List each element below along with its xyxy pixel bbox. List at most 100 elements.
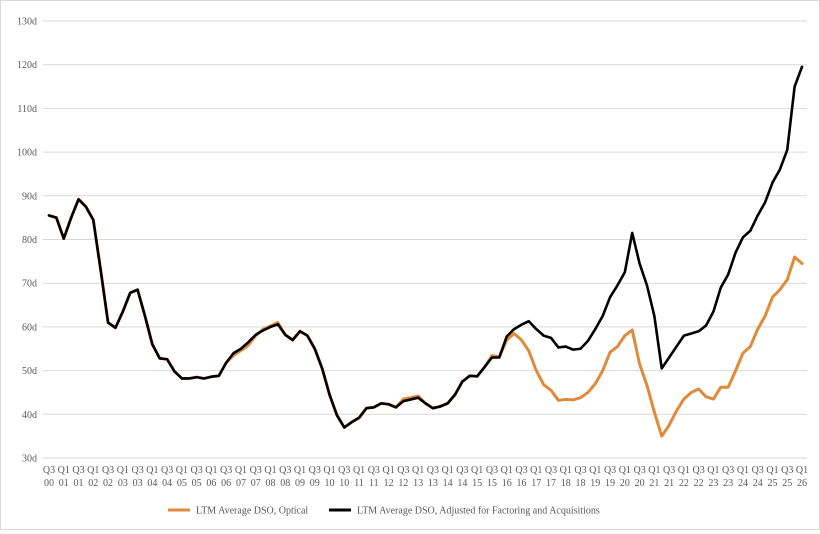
x-tick-label-year: 14 xyxy=(443,478,453,489)
x-tick-label-quarter: Q1 xyxy=(87,465,99,476)
x-tick-label-quarter: Q1 xyxy=(707,465,719,476)
x-tick-label-quarter: Q1 xyxy=(589,465,601,476)
x-tick-label-year: 20 xyxy=(635,478,645,489)
x-tick-label-quarter: Q1 xyxy=(648,465,660,476)
x-tick-label-year: 10 xyxy=(325,478,335,489)
x-tick-label-year: 10 xyxy=(339,478,349,489)
x-tick-label-year: 02 xyxy=(88,478,98,489)
x-tick-label-year: 11 xyxy=(369,478,379,489)
x-tick-label-quarter: Q1 xyxy=(58,465,70,476)
x-tick-label-year: 06 xyxy=(206,478,216,489)
x-tick-label-quarter: Q3 xyxy=(309,465,321,476)
x-tick-label-quarter: Q1 xyxy=(323,465,335,476)
x-tick-label-year: 25 xyxy=(767,478,777,489)
y-tick-label: 40d xyxy=(22,410,37,421)
x-tick-label-year: 19 xyxy=(605,478,615,489)
gridlines xyxy=(43,20,807,459)
x-tick-label-year: 22 xyxy=(694,478,704,489)
x-tick-label-year: 06 xyxy=(221,478,231,489)
x-tick-label-quarter: Q1 xyxy=(796,465,808,476)
x-tick-label-quarter: Q1 xyxy=(146,465,158,476)
x-tick-label-year: 18 xyxy=(576,478,586,489)
x-tick-label-quarter: Q3 xyxy=(191,465,203,476)
series-line-1 xyxy=(47,197,804,438)
y-tick-label: 110d xyxy=(17,104,37,115)
x-tick-label-year: 08 xyxy=(280,478,290,489)
x-tick-label-year: 05 xyxy=(192,478,202,489)
x-tick-label-year: 17 xyxy=(546,478,556,489)
x-axis-labels: Q300Q101Q301Q102Q302Q103Q303Q104Q304Q105… xyxy=(43,465,808,489)
x-tick-label-quarter: Q1 xyxy=(205,465,217,476)
x-tick-label-year: 23 xyxy=(708,478,718,489)
x-tick-label-year: 20 xyxy=(620,478,630,489)
y-tick-label: 80d xyxy=(22,235,37,246)
x-tick-label-quarter: Q3 xyxy=(102,465,114,476)
y-tick-label: 90d xyxy=(22,191,37,202)
x-tick-label-year: 11 xyxy=(354,478,364,489)
x-tick-label-quarter: Q1 xyxy=(294,465,306,476)
x-tick-label-quarter: Q3 xyxy=(633,465,645,476)
x-tick-label-quarter: Q1 xyxy=(382,465,394,476)
x-tick-label-year: 07 xyxy=(236,478,246,489)
x-tick-label-year: 21 xyxy=(664,478,674,489)
x-tick-label-quarter: Q3 xyxy=(781,465,793,476)
legend: LTM Average DSO, Optical LTM Average DSO,… xyxy=(168,506,600,517)
x-tick-label-quarter: Q1 xyxy=(117,465,129,476)
y-tick-label: 130d xyxy=(17,17,37,28)
x-tick-label-quarter: Q3 xyxy=(220,465,232,476)
legend-label: LTM Average DSO, Optical xyxy=(196,506,308,517)
x-tick-label-year: 15 xyxy=(487,478,497,489)
x-tick-label-quarter: Q3 xyxy=(43,465,55,476)
x-tick-label-quarter: Q3 xyxy=(604,465,616,476)
y-tick-label: 70d xyxy=(22,279,37,290)
y-axis-labels: 30d 40d 50d 60d 70d 80d 90d 100d 110d 120d 130d xyxy=(17,17,37,465)
y-tick-label: 30d xyxy=(22,454,37,465)
x-tick-label-quarter: Q3 xyxy=(663,465,675,476)
x-tick-label-quarter: Q3 xyxy=(131,465,143,476)
x-tick-label-year: 23 xyxy=(723,478,733,489)
x-tick-label-quarter: Q1 xyxy=(678,465,690,476)
x-tick-label-year: 24 xyxy=(753,478,763,489)
x-tick-label-year: 19 xyxy=(590,478,600,489)
x-tick-label-quarter: Q1 xyxy=(737,465,749,476)
x-tick-label-quarter: Q3 xyxy=(338,465,350,476)
x-tick-label-quarter: Q3 xyxy=(250,465,262,476)
x-tick-label-quarter: Q1 xyxy=(501,465,513,476)
y-tick-label: 120d xyxy=(17,60,37,71)
series-lines xyxy=(47,65,804,438)
y-tick-label: 60d xyxy=(22,322,37,333)
x-tick-label-year: 22 xyxy=(679,478,689,489)
x-tick-label-year: 03 xyxy=(118,478,128,489)
x-tick-label-year: 13 xyxy=(428,478,438,489)
x-tick-label-year: 16 xyxy=(502,478,512,489)
x-tick-label-year: 07 xyxy=(251,478,261,489)
x-tick-label-quarter: Q1 xyxy=(353,465,365,476)
x-tick-label-year: 04 xyxy=(162,478,172,489)
x-tick-label-year: 21 xyxy=(649,478,659,489)
x-tick-label-quarter: Q3 xyxy=(161,465,173,476)
x-tick-label-quarter: Q3 xyxy=(397,465,409,476)
x-tick-label-quarter: Q3 xyxy=(368,465,380,476)
x-tick-label-year: 05 xyxy=(177,478,187,489)
legend-label: LTM Average DSO, Adjusted for Factoring … xyxy=(357,506,600,517)
x-tick-label-year: 16 xyxy=(516,478,526,489)
x-tick-label-quarter: Q3 xyxy=(752,465,764,476)
x-tick-label-quarter: Q1 xyxy=(412,465,424,476)
x-tick-label-quarter: Q1 xyxy=(619,465,631,476)
x-tick-label-quarter: Q1 xyxy=(766,465,778,476)
x-tick-label-year: 01 xyxy=(59,478,69,489)
x-tick-label-year: 01 xyxy=(74,478,84,489)
x-tick-label-year: 13 xyxy=(413,478,423,489)
x-tick-label-year: 24 xyxy=(738,478,748,489)
x-tick-label-year: 09 xyxy=(295,478,305,489)
x-tick-label-year: 25 xyxy=(782,478,792,489)
x-tick-label-quarter: Q3 xyxy=(72,465,84,476)
x-tick-label-quarter: Q1 xyxy=(560,465,572,476)
x-tick-label-year: 15 xyxy=(472,478,482,489)
x-tick-label-year: 03 xyxy=(133,478,143,489)
x-tick-label-year: 04 xyxy=(147,478,157,489)
x-tick-label-quarter: Q3 xyxy=(515,465,527,476)
x-tick-label-quarter: Q3 xyxy=(279,465,291,476)
x-tick-label-year: 12 xyxy=(398,478,408,489)
x-tick-label-quarter: Q3 xyxy=(486,465,498,476)
